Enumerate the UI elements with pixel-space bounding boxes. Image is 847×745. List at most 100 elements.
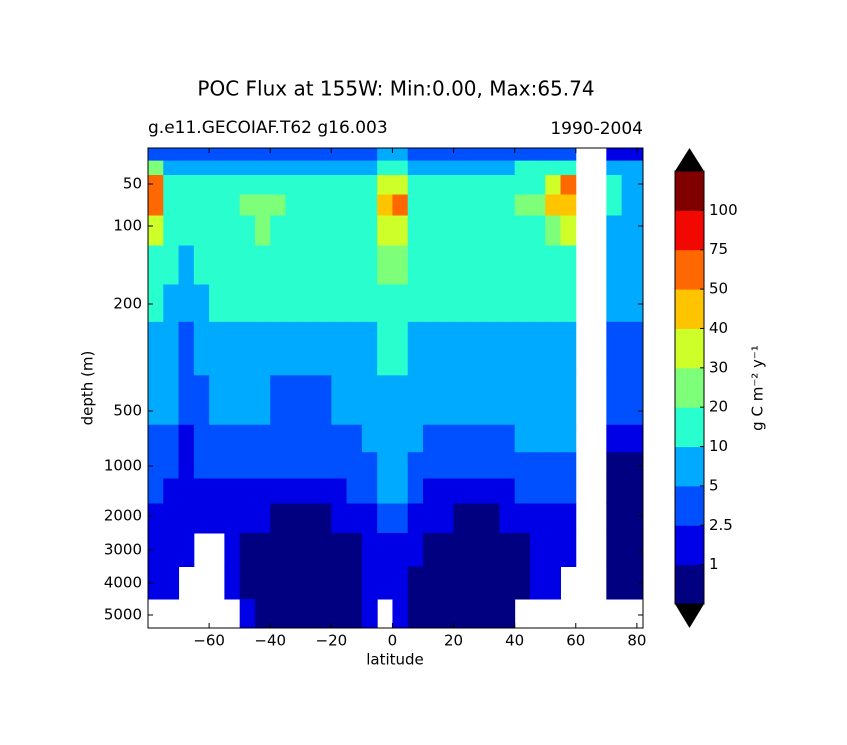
contour-cell (346, 284, 363, 323)
contour-cell (270, 599, 286, 629)
colorbar-label: g C m⁻² y⁻¹ (749, 345, 767, 431)
contour-cell (270, 503, 286, 534)
contour-cell (499, 424, 516, 453)
contour-cell (407, 194, 424, 216)
contour-cell (499, 566, 516, 600)
contour-cell (499, 375, 516, 426)
contour-cell (499, 533, 516, 567)
colorbar-segment (675, 289, 704, 329)
contour-cell (270, 160, 286, 176)
contour-cell (529, 148, 546, 162)
contour-cell (484, 503, 500, 534)
contour-cell (239, 478, 256, 504)
x-tick-label: −40 (254, 632, 286, 650)
contour-cell (254, 424, 271, 453)
contour-cell (224, 245, 241, 285)
contour-cell (484, 175, 500, 195)
contour-cell (621, 566, 644, 600)
contour-cell (270, 321, 286, 376)
contour-cell (346, 245, 363, 285)
contour-cell (560, 375, 577, 426)
contour-cell (163, 284, 180, 323)
contour-cell (453, 452, 470, 479)
contour-cell (285, 160, 302, 176)
contour-cell (606, 503, 623, 534)
contour-cell (560, 478, 577, 504)
contour-cell (178, 321, 195, 376)
contour-cell (316, 533, 332, 567)
plot-frame (147, 147, 644, 629)
contour-cell (270, 194, 286, 216)
contour-cell (453, 284, 470, 323)
contour-cell (423, 452, 439, 479)
contour-cell (316, 194, 332, 216)
contour-cell (514, 194, 531, 216)
contour-cell (377, 148, 393, 162)
contour-cell (346, 194, 363, 216)
contour-cell (316, 160, 332, 176)
contour-cell (346, 175, 363, 195)
contour-cell (468, 375, 485, 426)
contour-cell (270, 452, 286, 479)
contour-cell (224, 452, 241, 479)
contour-cell (606, 321, 623, 376)
contour-cell (254, 478, 271, 504)
contour-cell (484, 160, 500, 176)
contour-cell (316, 148, 332, 162)
contour-cell (361, 321, 378, 376)
contour-cell (209, 424, 225, 453)
y-tick-label: 4000 (104, 574, 142, 592)
contour-cell (148, 194, 164, 216)
contour-cell (438, 478, 455, 504)
colorbar-segment (675, 485, 704, 526)
contour-cell (331, 599, 348, 629)
contour-cell (621, 284, 644, 323)
colorbar-tick-label: 20 (709, 398, 728, 416)
contour-cell (499, 599, 516, 629)
contour-cell (193, 245, 210, 285)
contour-cell (484, 478, 500, 504)
contour-cell (163, 245, 180, 285)
contour-cell (484, 194, 500, 216)
contour-cell (331, 533, 348, 567)
colorbar-tick-label: 100 (709, 201, 738, 219)
contour-cell (621, 424, 644, 453)
contour-cell (209, 160, 225, 176)
contour-cell (468, 424, 485, 453)
contour-cell (484, 321, 500, 376)
contour-cell (270, 175, 286, 195)
contour-cell (514, 215, 531, 246)
contour-cell (423, 599, 439, 629)
contour-cell (484, 566, 500, 600)
colorbar-tick-label: 5 (709, 476, 719, 494)
contour-cell (316, 599, 332, 629)
contour-cell (239, 375, 256, 426)
contour-cell (453, 424, 470, 453)
contour-cell (377, 194, 393, 216)
contour-cell (285, 375, 302, 426)
contour-cell (148, 245, 164, 285)
contour-cell (285, 194, 302, 216)
contour-cell (163, 160, 180, 176)
contour-cell (331, 215, 348, 246)
contour-cell (209, 321, 225, 376)
contour-cell (407, 160, 424, 176)
contour-cell (209, 194, 225, 216)
contour-cell (193, 478, 210, 504)
contour-cell (361, 566, 378, 600)
y-tick-label: 2000 (104, 507, 142, 525)
contour-cell (468, 175, 485, 195)
contour-cell (407, 503, 424, 534)
contour-cell (254, 566, 271, 600)
y-axis-label: depth (m) (79, 351, 97, 426)
contour-cell (148, 215, 164, 246)
contour-cell (148, 375, 164, 426)
colorbar-tick-label: 30 (709, 358, 728, 376)
contour-cell (499, 215, 516, 246)
colorbar-segment (675, 407, 704, 448)
contour-cell (300, 194, 317, 216)
contour-cell (361, 160, 378, 176)
contour-cell (377, 452, 393, 479)
contour-cell (545, 215, 561, 246)
contour-cell (438, 175, 455, 195)
